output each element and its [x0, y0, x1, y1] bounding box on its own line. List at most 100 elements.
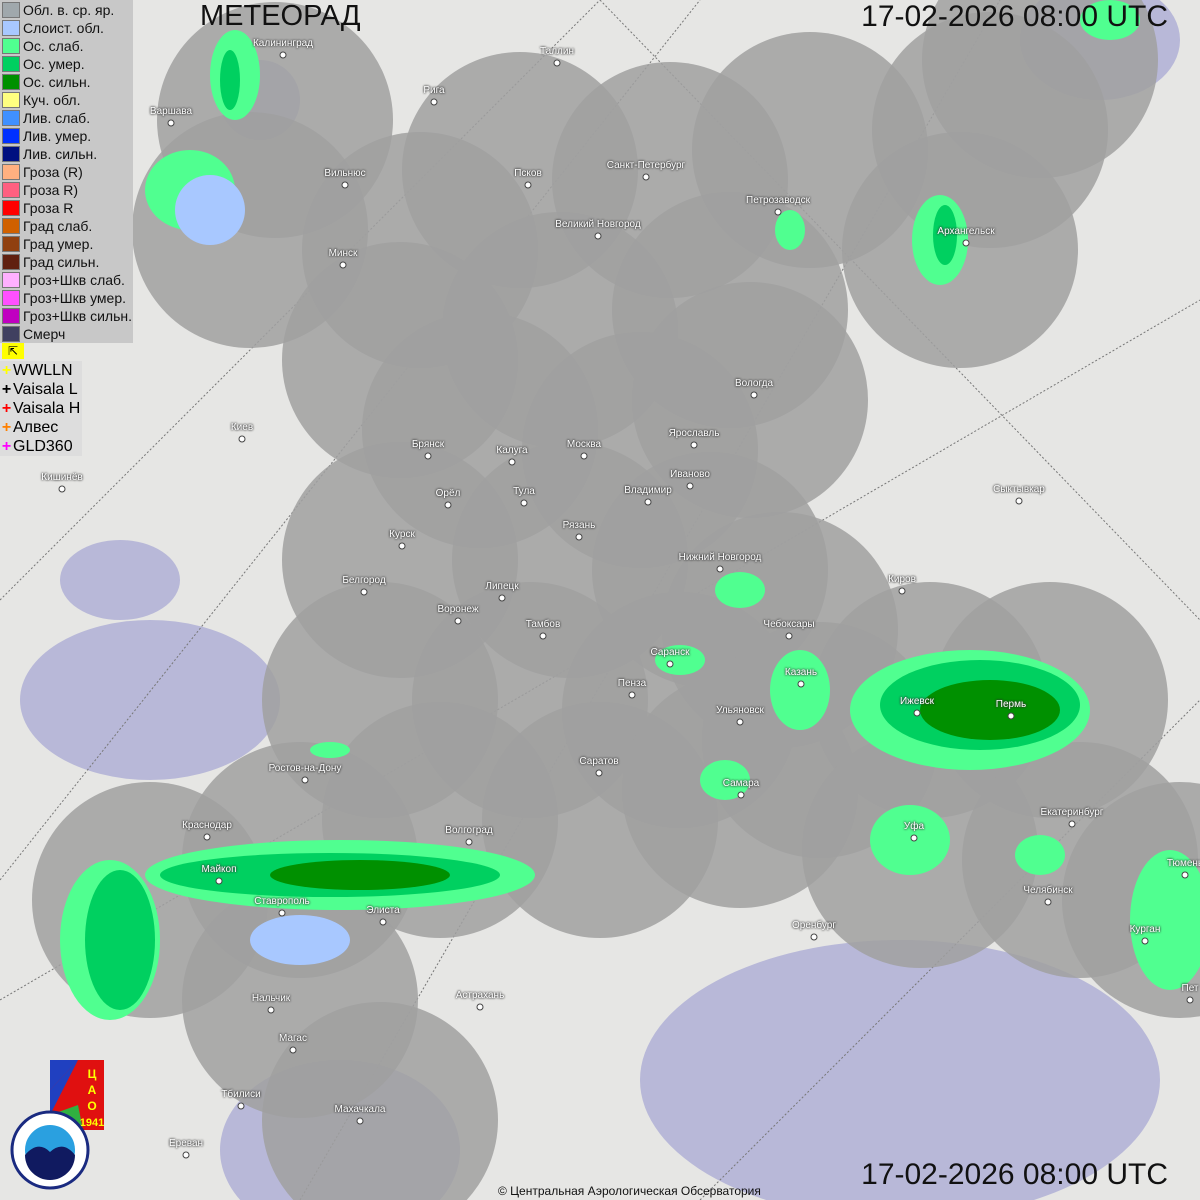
legend-label: Гроз+Шкв умер. — [23, 290, 127, 306]
city-marker — [774, 208, 782, 216]
city-marker — [498, 594, 506, 602]
precip-legend: Обл. в. ср. яр. Слоист. обл. Ос. слаб. Ос. … — [0, 0, 133, 343]
water-body — [20, 620, 280, 780]
city-label: Нальчик — [251, 993, 291, 1004]
city-label: Ярославль — [668, 428, 720, 439]
city-marker — [898, 587, 906, 595]
city-label: Краснодар — [182, 820, 232, 831]
city-label: Псков — [514, 168, 542, 179]
city-marker — [962, 239, 970, 247]
city-marker — [1015, 497, 1023, 505]
legend-swatch — [2, 218, 20, 234]
precipitation-area — [700, 760, 750, 800]
lightning-label: GLD360 — [13, 437, 73, 455]
precipitation-area — [775, 210, 805, 250]
lightning-cross-icon: + — [1, 437, 12, 455]
precipitation-area — [920, 680, 1060, 740]
city-label: Архангельск — [937, 226, 995, 237]
city-marker — [1141, 937, 1149, 945]
city-marker — [644, 498, 652, 506]
lightning-legend: + WWLLN + Vaisala L + Vaisala H + Алвес + GLD360 — [0, 361, 82, 456]
logos: Ц А О 1941 — [8, 1060, 108, 1195]
precipitation-area — [1080, 0, 1140, 40]
precipitation-area — [270, 860, 450, 890]
lightning-legend-item: + WWLLN — [0, 361, 82, 380]
legend-item: Ос. умер. — [0, 55, 133, 73]
legend-item: Лив. умер. — [0, 127, 133, 145]
city-label: Варшава — [149, 106, 193, 117]
legend-label: Град слаб. — [23, 218, 93, 234]
legend-item: Лив. слаб. — [0, 109, 133, 127]
city-marker — [575, 533, 583, 541]
city-label: Рязань — [562, 520, 596, 531]
city-label: Казань — [784, 667, 818, 678]
city-marker — [379, 918, 387, 926]
legend-label: Гроза (R) — [23, 164, 83, 180]
precipitation-area — [933, 205, 957, 265]
legend-label: Град умер. — [23, 236, 94, 252]
city-marker — [476, 1003, 484, 1011]
precipitation-area — [220, 50, 240, 110]
legend-swatch — [2, 272, 20, 288]
legend-swatch — [2, 326, 20, 342]
city-label: Уфа — [903, 821, 925, 832]
legend-swatch — [2, 308, 20, 324]
city-label: Волгоград — [445, 825, 493, 836]
city-label: Самара — [722, 778, 760, 789]
lightning-toggle-button[interactable]: ⇱ — [2, 343, 24, 359]
city-label: Пенза — [617, 678, 647, 689]
datetime-bottom: 17-02-2026 08:00 UTC — [861, 1158, 1168, 1191]
legend-item: Град слаб. — [0, 217, 133, 235]
legend-item: Смерч — [0, 325, 133, 343]
city-marker — [215, 877, 223, 885]
city-label: Челябинск — [1023, 885, 1073, 896]
city-marker — [913, 709, 921, 717]
city-label: Орёл — [435, 488, 461, 499]
lightning-cross-icon: + — [1, 399, 12, 417]
roshydromet-logo — [10, 1110, 90, 1190]
city-label: Иваново — [670, 469, 710, 480]
legend-swatch — [2, 200, 20, 216]
city-marker — [797, 680, 805, 688]
legend-label: Гроза R — [23, 200, 74, 216]
precipitation-area — [655, 645, 705, 675]
city-label: Саратов — [579, 756, 619, 767]
city-marker — [341, 181, 349, 189]
city-label: Владимир — [624, 485, 672, 496]
city-marker — [580, 452, 588, 460]
city-label: Тюмень — [1166, 858, 1200, 869]
city-marker — [594, 232, 602, 240]
city-label: Тбилиси — [221, 1089, 261, 1100]
city-label: Липецк — [485, 581, 519, 592]
city-marker — [182, 1151, 190, 1159]
legend-item: Гроза (R) — [0, 163, 133, 181]
legend-label: Ос. умер. — [23, 56, 85, 72]
legend-label: Обл. в. ср. яр. — [23, 2, 115, 18]
city-marker — [785, 632, 793, 640]
legend-label: Град сильн. — [23, 254, 100, 270]
precipitation-area — [715, 572, 765, 608]
lightning-legend-item: + Алвес — [0, 418, 82, 437]
precipitation-area — [770, 650, 830, 730]
city-marker — [810, 933, 818, 941]
city-label: Минск — [328, 248, 358, 259]
city-label: Воронеж — [437, 604, 479, 615]
legend-swatch — [2, 236, 20, 252]
city-label: Ульяновск — [716, 705, 764, 716]
lightning-label: Vaisala L — [13, 380, 78, 398]
water-body — [60, 540, 180, 620]
city-marker — [1044, 898, 1052, 906]
legend-swatch — [2, 128, 20, 144]
precipitation-area — [1015, 835, 1065, 875]
city-label: Таллин — [540, 46, 574, 57]
city-marker — [237, 1102, 245, 1110]
legend-swatch — [2, 182, 20, 198]
city-marker — [454, 617, 462, 625]
city-marker — [267, 1006, 275, 1014]
legend-label: Слоист. обл. — [23, 20, 104, 36]
legend-swatch — [2, 146, 20, 162]
graticule-line — [0, 299, 1200, 1001]
city-label: Тамбов — [525, 619, 561, 630]
city-label: Калуга — [496, 445, 528, 456]
